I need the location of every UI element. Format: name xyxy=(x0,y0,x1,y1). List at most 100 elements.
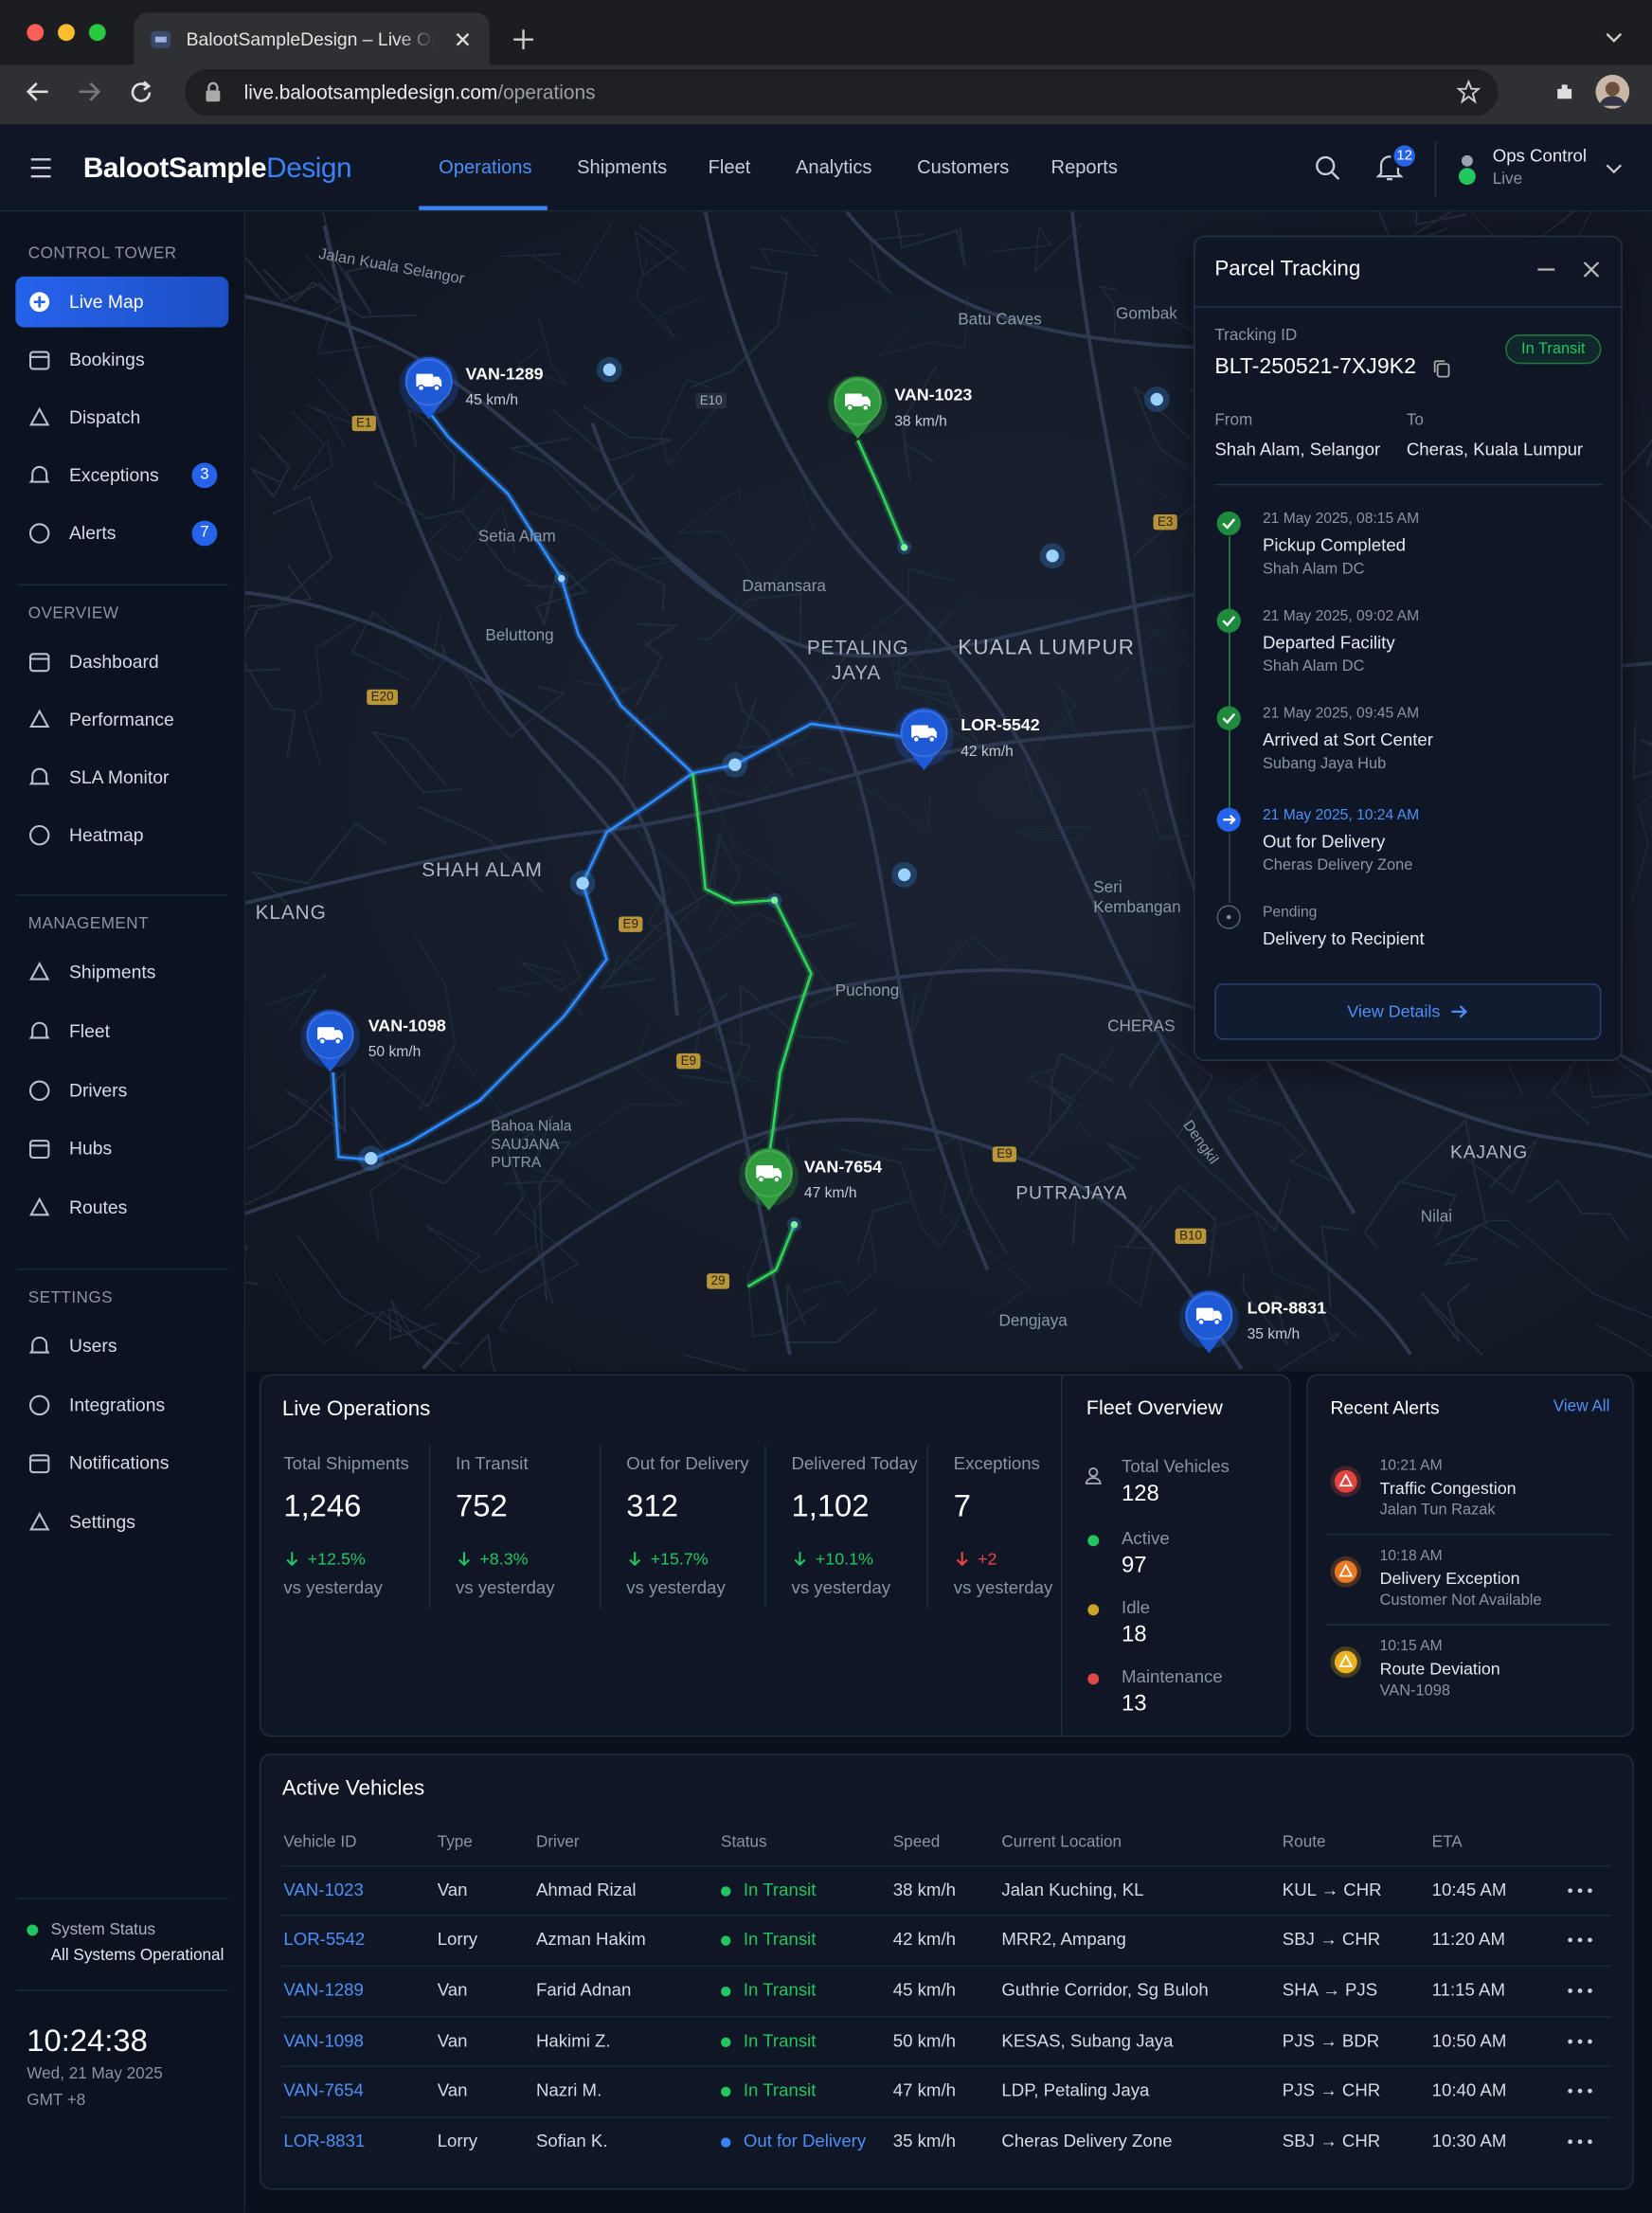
vehicle-id: VAN-1289 xyxy=(465,363,544,384)
icon-shape xyxy=(245,256,340,305)
status-text: In Transit xyxy=(743,2080,817,2100)
sidebar-link[interactable]: Fleet xyxy=(68,1019,111,1042)
icon-shape xyxy=(422,1118,1244,1370)
column-header: ETA xyxy=(1431,1834,1463,1852)
vehicle-marker[interactable] xyxy=(893,706,956,779)
sidebar-link[interactable]: Users xyxy=(68,1335,117,1357)
sidebar-link[interactable]: Integrations xyxy=(68,1394,166,1415)
sidebar-link[interactable]: Live Map xyxy=(68,291,144,313)
nav-link[interactable]: Operations xyxy=(439,156,532,178)
sidebar-link[interactable]: Heatmap xyxy=(68,824,144,846)
vehicle-marker[interactable] xyxy=(398,354,460,427)
copy-button xyxy=(1433,360,1450,378)
app-header xyxy=(0,124,1652,212)
nav-link[interactable]: Shipments xyxy=(577,156,668,178)
icon-shape xyxy=(333,1030,343,1040)
step-title: Pickup Completed xyxy=(1262,535,1407,556)
sidebar-link[interactable]: Exceptions xyxy=(68,464,159,486)
icon-shape xyxy=(1331,171,1340,180)
vehicle-link[interactable]: LOR-5542 xyxy=(283,1929,366,1950)
vehicle-link[interactable]: LOR-8831 xyxy=(283,2131,366,2151)
divider xyxy=(1194,306,1622,308)
row-menu[interactable] xyxy=(1568,2039,1593,2044)
tracking-id: BLT-250521-7XJ9K2 xyxy=(1214,354,1416,380)
icon-shape xyxy=(1197,1318,1205,1326)
row-menu[interactable] xyxy=(1568,1937,1593,1943)
table-cell: Nazri M. xyxy=(535,2080,602,2100)
to: Cheras, Kuala Lumpur xyxy=(1406,439,1584,459)
button-label[interactable]: View Details xyxy=(1347,1001,1441,1021)
alert-icon xyxy=(1330,1646,1362,1678)
panel-title: Fleet Overview xyxy=(1086,1396,1223,1420)
row-menu[interactable] xyxy=(1568,2088,1593,2094)
icon-shape xyxy=(908,935,1022,1043)
nav-link[interactable]: Reports xyxy=(1050,156,1118,178)
system-status-title: System Status xyxy=(50,1921,156,1939)
icon-shape xyxy=(206,90,221,102)
road-shield: E10 xyxy=(695,392,727,409)
icon-shape xyxy=(1456,79,1481,104)
vehicle-link[interactable]: VAN-7654 xyxy=(283,2080,364,2100)
icon-shape xyxy=(1125,1184,1217,1278)
vehicle-marker[interactable] xyxy=(738,1145,800,1218)
sidebar-link[interactable]: Hubs xyxy=(68,1138,113,1160)
view-all-link[interactable]: View All xyxy=(1553,1398,1610,1415)
profile-avatar xyxy=(1595,74,1630,109)
sidebar-link[interactable]: Shipments xyxy=(68,961,156,982)
icon-shape xyxy=(1577,1988,1583,1993)
sidebar-link[interactable]: Dispatch xyxy=(68,406,141,428)
vehicle-link[interactable]: VAN-1098 xyxy=(283,2030,364,2051)
icon-shape xyxy=(1588,1937,1592,1943)
map-place-label: SHAH ALAM xyxy=(422,857,543,881)
row-menu[interactable] xyxy=(1568,1888,1593,1894)
sidebar-icon xyxy=(28,1140,50,1160)
nav-link[interactable]: Fleet xyxy=(708,156,751,178)
tab-favicon xyxy=(151,30,171,48)
table-cell: Van xyxy=(437,2030,468,2051)
sidebar-link[interactable]: Alerts xyxy=(68,522,117,544)
tracking-panel xyxy=(1193,235,1623,1061)
icon-shape xyxy=(266,973,327,1032)
icon-shape xyxy=(30,158,51,178)
panel-title: Parcel Tracking xyxy=(1214,257,1361,281)
icon-shape xyxy=(551,405,673,462)
sidebar-link[interactable]: Routes xyxy=(68,1196,128,1218)
sidebar-link[interactable]: Bookings xyxy=(68,349,145,370)
icon-shape xyxy=(28,824,50,846)
column-header: Driver xyxy=(535,1834,580,1852)
icon-shape xyxy=(927,735,936,744)
nav-link[interactable]: Analytics xyxy=(795,156,872,178)
icon-shape xyxy=(693,992,756,1084)
sidebar-badge xyxy=(191,520,218,547)
sidebar-icon xyxy=(28,1021,50,1039)
sidebar-link[interactable]: SLA Monitor xyxy=(68,766,170,788)
icon-shape xyxy=(388,1306,460,1344)
view-details-button[interactable] xyxy=(1214,983,1602,1040)
metric-divider xyxy=(764,1445,766,1609)
row-menu[interactable] xyxy=(1568,2139,1593,2145)
sidebar-icon xyxy=(29,1512,50,1531)
vehicle-link[interactable]: VAN-1023 xyxy=(283,1880,364,1900)
icon-shape xyxy=(1433,360,1446,373)
fleet-value: 97 xyxy=(1122,1554,1147,1578)
icon-shape xyxy=(1630,794,1652,904)
icon-shape xyxy=(418,805,544,893)
vehicle-link[interactable]: VAN-1289 xyxy=(283,1980,364,2001)
row-menu[interactable] xyxy=(1568,1988,1593,1993)
sidebar-link[interactable]: Notifications xyxy=(68,1452,170,1474)
icon-shape xyxy=(757,1176,765,1183)
vehicle-marker[interactable] xyxy=(827,374,889,447)
nav-link[interactable]: Customers xyxy=(917,156,1010,178)
vehicle-marker[interactable] xyxy=(1178,1288,1241,1361)
sidebar-link[interactable]: Performance xyxy=(68,708,174,730)
sidebar-link[interactable]: Settings xyxy=(68,1511,135,1533)
sidebar-link[interactable]: Dashboard xyxy=(68,650,159,673)
icon-shape xyxy=(1588,1988,1592,1993)
sidebar-link[interactable]: Drivers xyxy=(68,1079,128,1101)
icon-shape xyxy=(1632,719,1652,780)
icon-shape xyxy=(370,730,464,794)
alert-title: Delivery Exception xyxy=(1379,1568,1520,1589)
vehicle-marker[interactable] xyxy=(299,1007,362,1080)
icon-shape xyxy=(900,544,908,551)
